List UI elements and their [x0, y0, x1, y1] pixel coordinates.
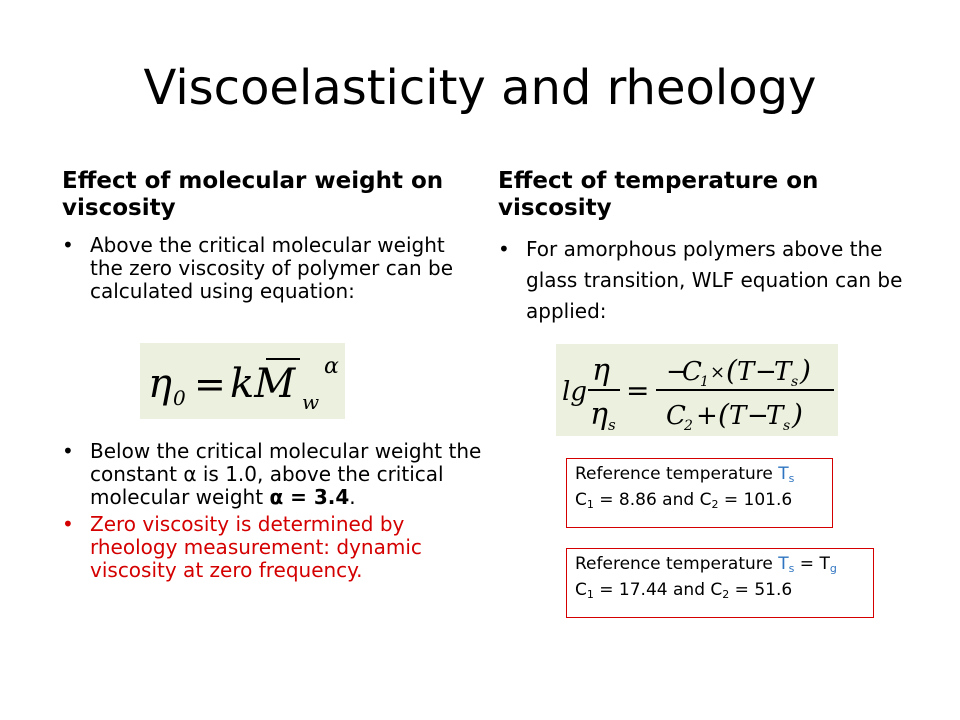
symbol-t: T	[778, 554, 788, 574]
equals-tg: = T	[794, 554, 829, 574]
box-text: Reference temperature	[575, 554, 778, 574]
bullet-text: Zero viscosity is determined by rheology…	[90, 512, 422, 582]
c2-value: = 101.6	[718, 490, 792, 510]
svg-text:T: T	[729, 401, 748, 431]
box-text: Reference temperature	[575, 464, 778, 484]
list-item: • Above the critical molecular weight th…	[62, 234, 462, 303]
bullet-text: For amorphous polymers above the glass t…	[526, 237, 902, 323]
c2-value: = 51.6	[729, 580, 792, 600]
bullet-icon: •	[62, 234, 74, 257]
svg-text:=: =	[194, 362, 226, 406]
list-item: • Below the critical molecular weight th…	[62, 440, 482, 509]
ts-symbol: Ts	[778, 464, 794, 484]
svg-text:s: s	[608, 416, 616, 434]
box-line-2: C1 = 8.86 and C2 = 101.6	[575, 487, 824, 513]
symbol-t: T	[778, 464, 788, 484]
svg-text:η: η	[590, 397, 608, 432]
bullet-text-part: .	[349, 485, 355, 509]
right-heading: Effect of temperature on viscosity	[498, 168, 918, 222]
svg-text:0: 0	[173, 386, 186, 410]
svg-text:=: =	[626, 374, 649, 407]
box-line-1: Reference temperature Ts	[575, 461, 824, 487]
reference-box-ts: Reference temperature Ts C1 = 8.86 and C…	[566, 458, 833, 528]
svg-text:α: α	[324, 354, 339, 379]
box-line-2: C1 = 17.44 and C2 = 51.6	[575, 577, 865, 603]
left-bullet-list: • Above the critical molecular weight th…	[62, 234, 462, 303]
svg-text:kM: kM	[230, 361, 296, 407]
c1-label: C	[575, 490, 587, 510]
svg-text:): )	[799, 354, 811, 387]
subscript: 1	[587, 498, 594, 511]
subscript: g	[830, 562, 837, 575]
left-bullet-list-2: • Below the critical molecular weight th…	[62, 440, 482, 582]
svg-text:s: s	[791, 374, 798, 390]
wlf-equation: lg η η s = − C 1 × ( T − T s ) C 2 + ( T…	[556, 344, 838, 436]
c1-label: C	[575, 580, 587, 600]
reference-box-tg: Reference temperature Ts = Tg C1 = 17.44…	[566, 548, 874, 618]
alpha-symbol: α	[183, 462, 196, 486]
slide-title: Viscoelasticity and rheology	[0, 58, 960, 118]
svg-text:): )	[791, 398, 803, 431]
svg-text:s: s	[783, 418, 790, 434]
bullet-icon: •	[62, 440, 74, 463]
list-item: • Zero viscosity is determined by rheolo…	[62, 513, 482, 582]
bullet-icon: •	[62, 513, 74, 536]
c1-value: = 8.86 and	[594, 490, 700, 510]
left-heading: Effect of molecular weight on viscosity	[62, 168, 462, 222]
subscript: s	[789, 472, 795, 485]
c1-value: = 17.44 and	[594, 580, 711, 600]
svg-text:C: C	[666, 401, 686, 431]
molecular-weight-formula: η 0 = kM w α	[140, 343, 345, 419]
svg-text:T: T	[737, 357, 756, 387]
svg-text:1: 1	[700, 374, 709, 390]
svg-text:η: η	[148, 361, 172, 407]
svg-text:η: η	[592, 353, 610, 388]
list-item: • For amorphous polymers above the glass…	[498, 234, 918, 327]
c2-label: C	[700, 490, 712, 510]
svg-text:C: C	[682, 357, 702, 387]
alpha-value: α = 3.4	[269, 485, 349, 509]
bullet-icon: •	[498, 234, 510, 265]
ts-symbol: Ts	[778, 554, 794, 574]
c2-label: C	[710, 580, 722, 600]
box-line-1: Reference temperature Ts = Tg	[575, 551, 865, 577]
subscript: 1	[587, 588, 594, 601]
svg-text:×: ×	[710, 362, 725, 383]
bullet-text: Above the critical molecular weight the …	[90, 233, 453, 303]
svg-text:2: 2	[683, 418, 693, 434]
svg-text:w: w	[302, 390, 319, 414]
svg-text:+: +	[696, 401, 718, 431]
right-bullet-list: • For amorphous polymers above the glass…	[498, 234, 918, 327]
svg-text:lg: lg	[562, 377, 587, 407]
